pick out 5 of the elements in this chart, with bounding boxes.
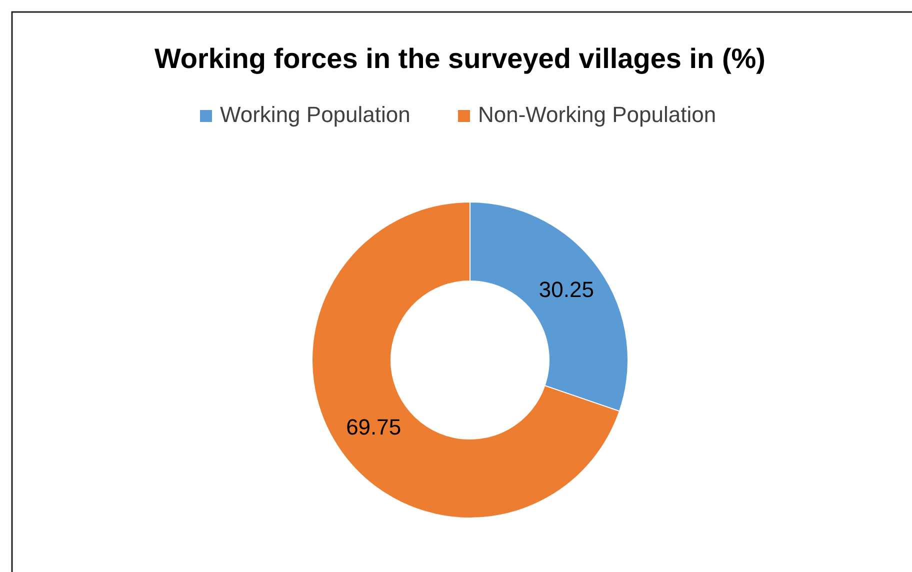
- data-label: 69.75: [346, 414, 402, 440]
- legend-label: Working Population: [220, 102, 410, 127]
- chart-title: Working forces in the surveyed villages in (%): [154, 43, 766, 74]
- data-label: 30.25: [538, 276, 594, 302]
- legend-label: Non-Working Population: [478, 102, 716, 127]
